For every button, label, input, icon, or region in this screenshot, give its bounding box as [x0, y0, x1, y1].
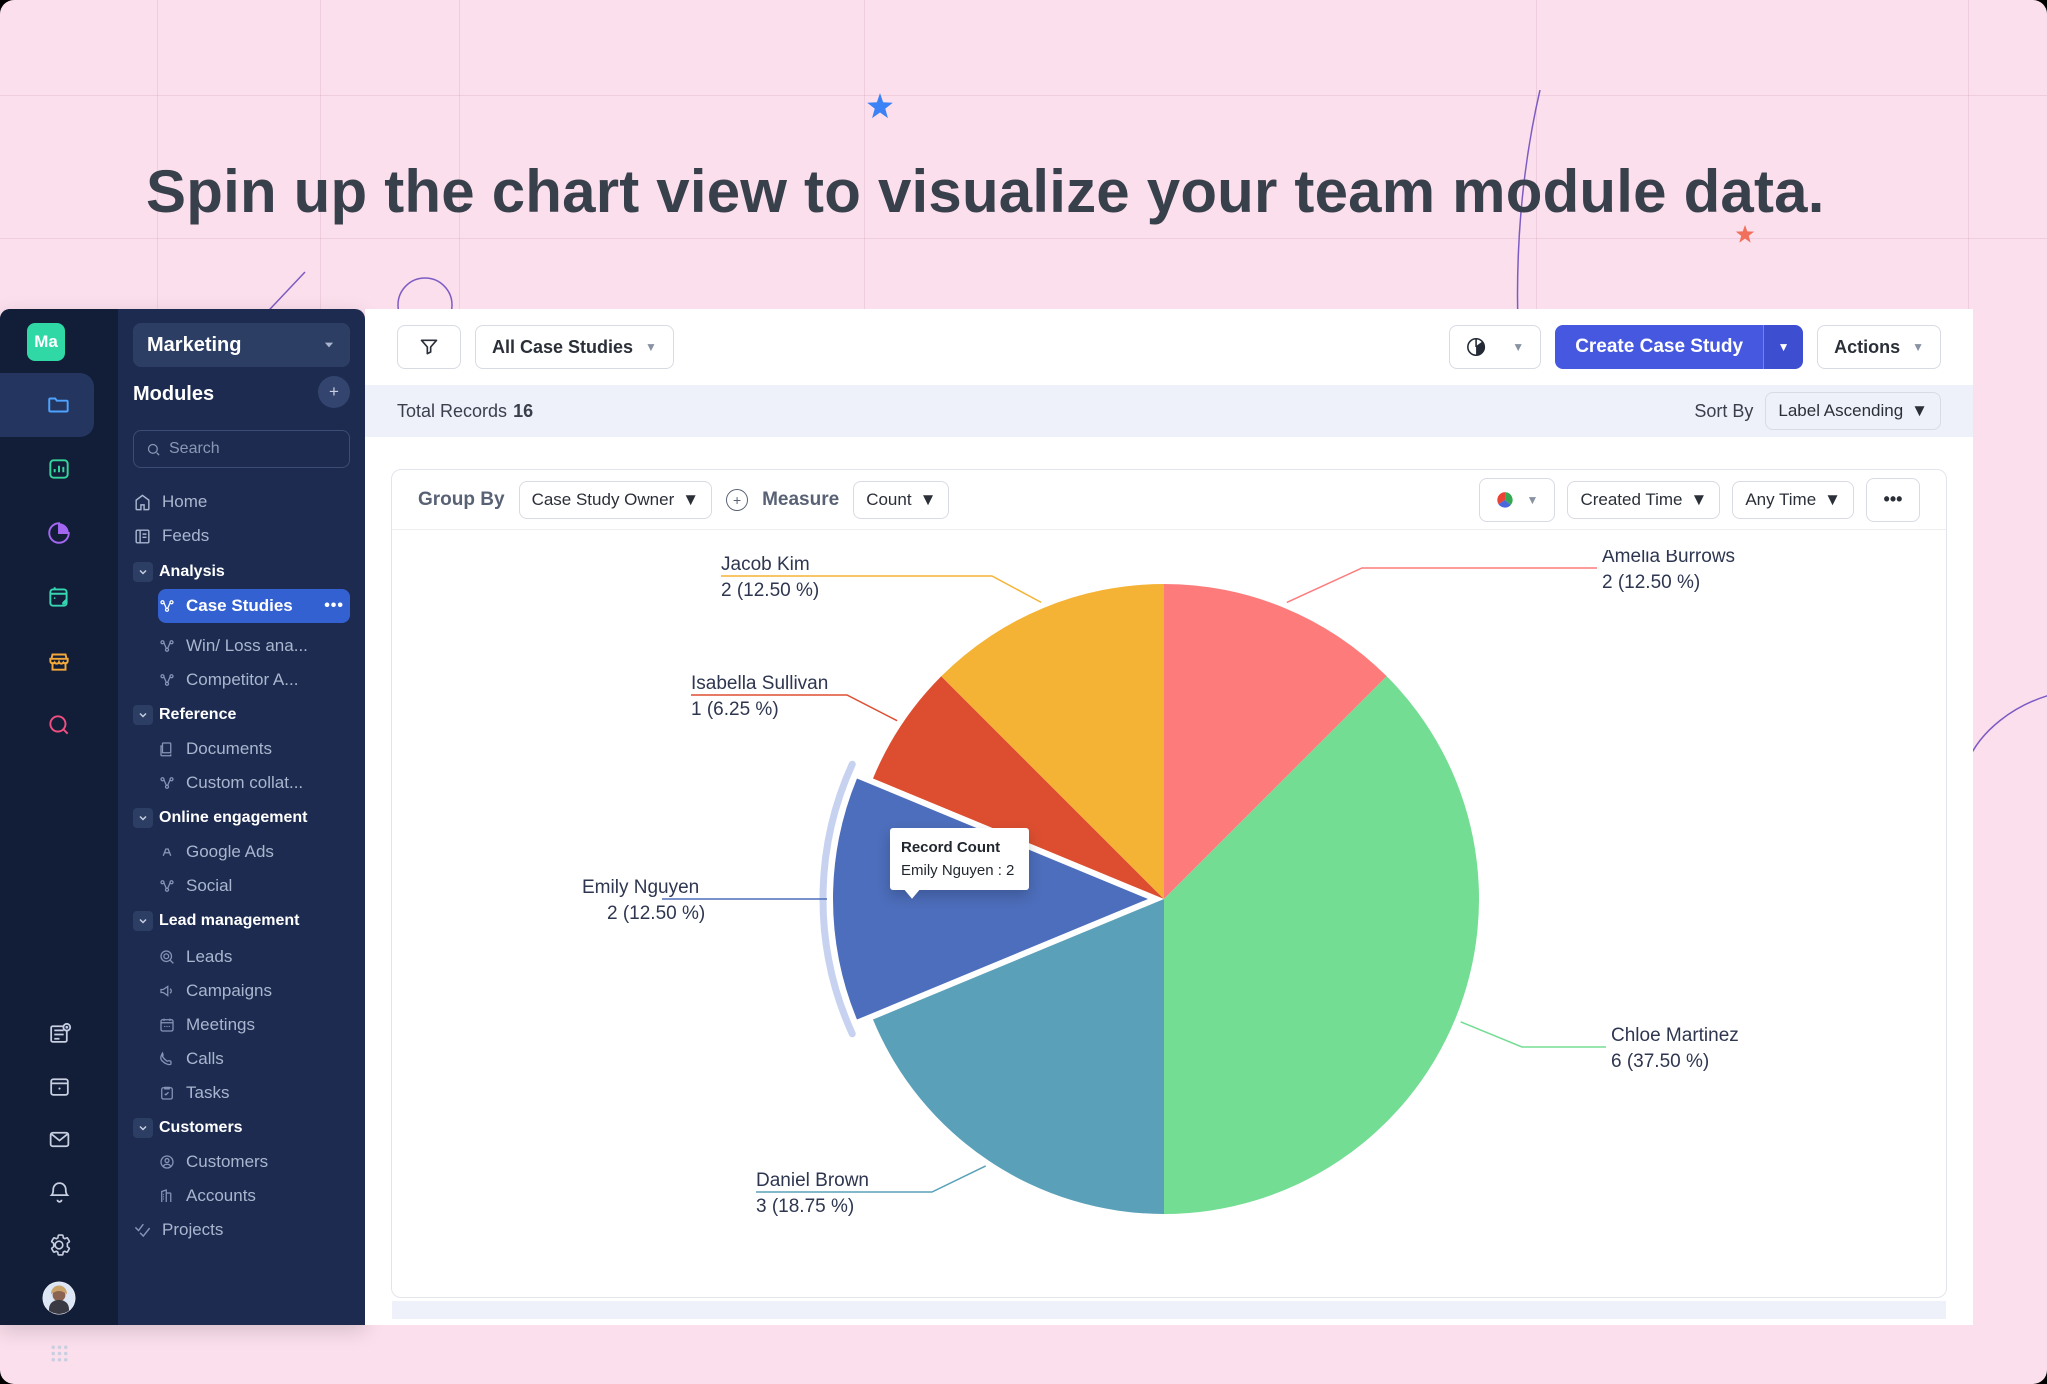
svg-text:2 (12.50 %): 2 (12.50 %)	[607, 903, 705, 924]
svg-text:Isabella Sullivan: Isabella Sullivan	[691, 673, 828, 694]
svg-text:2 (12.50 %): 2 (12.50 %)	[721, 580, 819, 601]
svg-text:Emily Nguyen: Emily Nguyen	[582, 877, 699, 898]
svg-text:Chloe Martinez: Chloe Martinez	[1611, 1025, 1739, 1046]
svg-text:1 (6.25 %): 1 (6.25 %)	[691, 699, 779, 720]
svg-text:Jacob Kim: Jacob Kim	[721, 554, 810, 575]
svg-text:Daniel Brown: Daniel Brown	[756, 1170, 869, 1191]
svg-text:Amelia Burrows: Amelia Burrows	[1602, 550, 1735, 567]
svg-text:6 (37.50 %): 6 (37.50 %)	[1611, 1051, 1709, 1072]
svg-text:2 (12.50 %): 2 (12.50 %)	[1602, 572, 1700, 593]
svg-text:3 (18.75 %): 3 (18.75 %)	[756, 1196, 854, 1217]
